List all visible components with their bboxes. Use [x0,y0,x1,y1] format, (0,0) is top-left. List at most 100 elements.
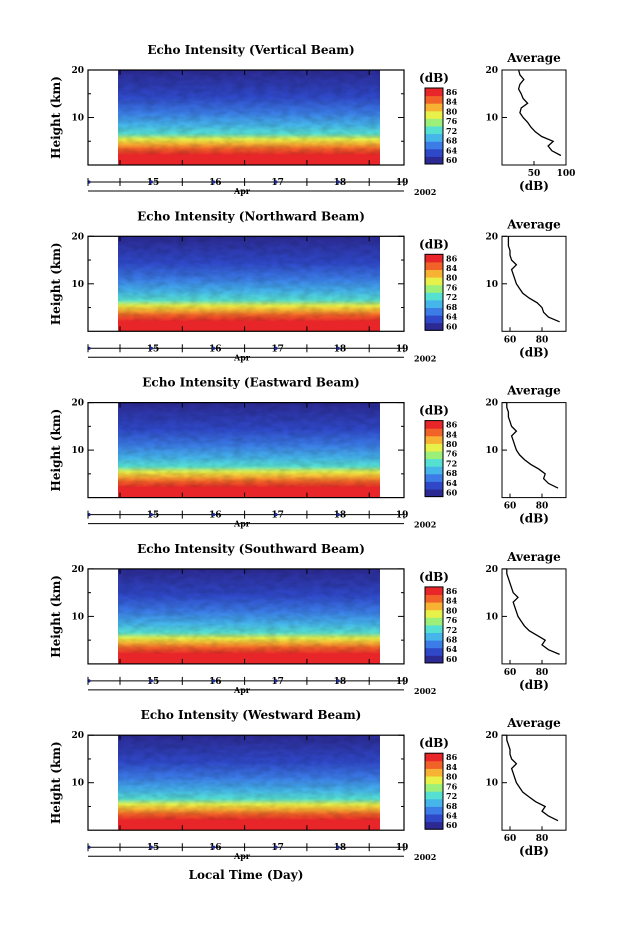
colorbar-swatch [425,798,443,807]
x-tick-label: 16 [209,178,222,188]
x-minor-marker [149,845,153,849]
average-frame [501,69,567,166]
x-minor-marker [212,679,216,683]
colorbar-swatch [425,269,443,278]
avg-y-tick-label: 20 [485,565,498,575]
colorbar-tick-label: 80 [446,772,458,782]
colorbar-tick-label: 72 [446,292,457,302]
avg-y-tick-label: 10 [485,446,498,456]
panel-title: Echo Intensity (Vertical Beam) [147,43,354,57]
colorbar-tick-label: 80 [446,605,458,615]
heatmap-texture [118,70,380,165]
colorbar-swatch [425,776,443,785]
average-x-label: (dB) [519,345,549,359]
x-tick-label: 17 [271,843,284,853]
colorbar-tick-label: 76 [446,116,458,126]
colorbar-swatch [425,821,443,830]
colorbar-swatch [425,489,443,498]
x-tick-label: 16 [209,344,222,354]
average-frame [501,734,567,831]
x-minor-marker [336,180,340,184]
x-tick-label: 19 [396,677,409,687]
x-minor-marker [212,346,216,350]
average-profile-line [517,69,562,157]
y-tick-label: 20 [71,565,84,575]
colorbar-swatch [425,292,443,301]
colorbar-swatch [425,624,443,633]
y-axis-label: Height (km) [49,242,63,325]
y-axis-label: Height (km) [49,741,63,824]
colorbar-tick-label: 84 [446,97,458,107]
avg-x-tick-label: 80 [536,834,549,844]
avg-y-tick-label: 20 [485,399,498,409]
month-label: Apr [233,352,251,362]
colorbar-tick-label: 84 [446,596,458,606]
panel-2: Echo Intensity (Eastward Beam) 20 10 Height… [49,376,567,530]
colorbar-swatch [425,315,443,324]
month-label: Apr [233,851,251,861]
x-minor-marker [274,845,278,849]
average-x-label: (dB) [519,512,549,526]
surface-echo-band [118,819,380,831]
y-tick-label: 10 [71,612,84,622]
average-profile-line [506,735,559,822]
year-label: 2002 [414,353,436,363]
x-tick-label: 19 [396,511,409,521]
colorbar-tick-label: 68 [446,468,458,478]
colorbar-swatch [425,261,443,270]
colorbar-swatch [425,95,443,104]
colorbar-tick-label: 68 [446,801,458,811]
month-label: Apr [233,186,251,196]
colorbar-unit: (dB) [419,71,449,85]
colorbar-swatch [425,322,443,331]
colorbar-tick-label: 64 [446,810,458,820]
avg-y-tick-label: 10 [485,280,498,290]
x-minor-marker [336,679,340,683]
surface-echo-band [118,487,380,498]
colorbar-tick-label: 60 [446,820,458,830]
x-tick-label: 19 [396,178,409,188]
x-tick-label: 18 [334,178,347,188]
average-title: Average [506,550,561,564]
colorbar-tick-label: 80 [446,106,458,116]
colorbar-swatch [425,307,443,316]
colorbar-swatch [425,753,443,762]
colorbar-tick-label: 76 [446,615,458,625]
average-x-label: (dB) [519,844,549,858]
colorbar-swatch [425,284,443,293]
y-tick-label: 10 [71,114,84,124]
colorbar-tick-label: 86 [446,752,458,762]
colorbar-swatch [425,458,443,467]
y-axis-label: Height (km) [49,575,63,658]
x-minor-marker [149,346,153,350]
colorbar-tick-label: 72 [446,791,457,801]
colorbar-tick-label: 60 [446,321,458,331]
x-tick-label: 16 [209,843,222,853]
x-minor-marker [274,346,278,350]
avg-x-tick-label: 80 [536,502,549,512]
panel-title: Echo Intensity (Northward Beam) [137,209,365,223]
colorbar-swatch [425,473,443,482]
x-tick-label: 18 [334,677,347,687]
colorbar-swatch [425,118,443,127]
x-minor-marker [274,180,278,184]
x-minor-marker [336,346,340,350]
y-tick-label: 10 [71,280,84,290]
colorbar-swatch [425,88,443,97]
x-tick-label: 17 [271,511,284,521]
avg-y-tick-label: 20 [485,232,498,242]
heatmap-texture [118,402,380,498]
avg-x-tick-label: 100 [557,169,576,179]
x-minor-marker [212,180,216,184]
year-label: 2002 [414,686,436,696]
y-tick-label: 20 [71,731,84,741]
colorbar-tick-label: 68 [446,634,458,644]
avg-x-tick-label: 60 [504,335,517,345]
x-tick-label: 18 [334,344,347,354]
colorbar-tick-label: 68 [446,136,458,146]
colorbar-swatch [425,156,443,165]
colorbar-frame [424,752,444,830]
x-tick-label: 18 [334,511,347,521]
colorbar-tick-label: 86 [446,87,458,97]
x-tick-label: 15 [147,677,160,687]
